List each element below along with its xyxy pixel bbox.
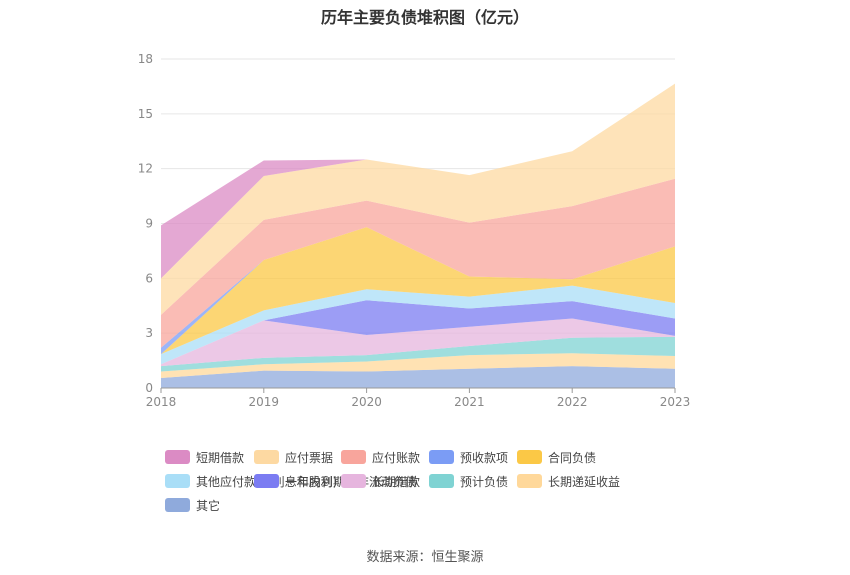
legend-swatch	[517, 450, 542, 464]
legend-item[interactable]: 应付账款	[341, 448, 420, 466]
legend-item[interactable]: 长期递延收益	[517, 472, 620, 490]
stacked-area-chart: 0 3 6 9 12 15 18 2018 2019 2020 2021 2022 2023	[138, 52, 691, 409]
legend-swatch	[165, 498, 190, 512]
legend-item[interactable]: 短期借款	[165, 448, 244, 466]
x-tick-label: 2021	[454, 395, 485, 409]
y-tick-label: 9	[145, 217, 153, 231]
area-series-9	[161, 83, 675, 315]
legend-label: 长期递延收益	[548, 474, 621, 489]
area-series-0	[161, 366, 675, 388]
legend-label: 预收款项	[460, 450, 509, 465]
legend-item[interactable]: 长期借款	[341, 472, 420, 490]
y-tick-label: 18	[138, 52, 153, 66]
area-series-group	[161, 83, 675, 388]
legend-label: 应付账款	[372, 450, 421, 465]
legend-swatch	[341, 474, 366, 488]
x-tick-label: 2019	[249, 395, 280, 409]
legend-item[interactable]: 预计负债	[429, 472, 508, 490]
data-source-note: 数据来源：恒生聚源	[366, 550, 484, 565]
area-series-8	[161, 178, 675, 348]
area-series-4	[161, 300, 675, 365]
legend-swatch	[165, 474, 190, 488]
legend-swatch	[429, 474, 454, 488]
axes: 0 3 6 9 12 15 18 2018 2019 2020 2021 2022 2023	[138, 52, 691, 409]
y-tick-label: 0	[145, 381, 153, 395]
chart-title: 历年主要负债堆积图（亿元）	[320, 8, 529, 27]
legend-item[interactable]: 其它	[165, 496, 220, 514]
legend-item[interactable]: 合同负债	[517, 448, 596, 466]
y-tick-label: 3	[145, 326, 153, 340]
legend-swatch	[517, 474, 542, 488]
legend-label: 应付票据	[285, 450, 334, 465]
legend-swatch	[165, 450, 190, 464]
y-tick-label: 12	[138, 162, 153, 176]
x-tick-label: 2020	[351, 395, 382, 409]
x-tick-label: 2023	[660, 395, 691, 409]
y-tick-label: 15	[138, 107, 153, 121]
legend-label: 预计负债	[460, 474, 509, 489]
y-tick-label: 6	[145, 271, 153, 285]
x-tick-label: 2018	[146, 395, 177, 409]
area-series-6	[161, 227, 675, 355]
legend-item[interactable]: 预收款项	[429, 448, 508, 466]
legend-swatch	[341, 450, 366, 464]
legend-label: 短期借款	[196, 450, 245, 465]
legend-swatch	[254, 450, 279, 464]
legend-item[interactable]: 应付票据	[254, 448, 333, 466]
x-tick-label: 2022	[557, 395, 588, 409]
area-series-1	[161, 353, 675, 378]
legend-swatch	[429, 450, 454, 464]
area-series-2	[161, 336, 675, 372]
legend-label: 长期借款	[372, 474, 421, 489]
area-series-5	[161, 285, 675, 365]
area-series-3	[161, 318, 675, 367]
legend-label: 其它	[196, 498, 221, 513]
legend-label: 合同负债	[548, 450, 597, 465]
legend-swatch	[254, 474, 279, 488]
